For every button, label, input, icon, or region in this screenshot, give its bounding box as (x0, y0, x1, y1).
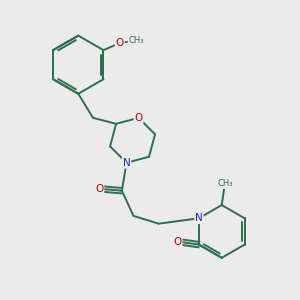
Text: O: O (116, 38, 124, 48)
Text: CH₃: CH₃ (217, 179, 232, 188)
Text: CH₃: CH₃ (128, 36, 144, 45)
Text: N: N (195, 213, 203, 223)
Text: N: N (123, 158, 130, 168)
Text: O: O (134, 113, 143, 123)
Text: O: O (173, 236, 182, 247)
Text: O: O (95, 184, 104, 194)
